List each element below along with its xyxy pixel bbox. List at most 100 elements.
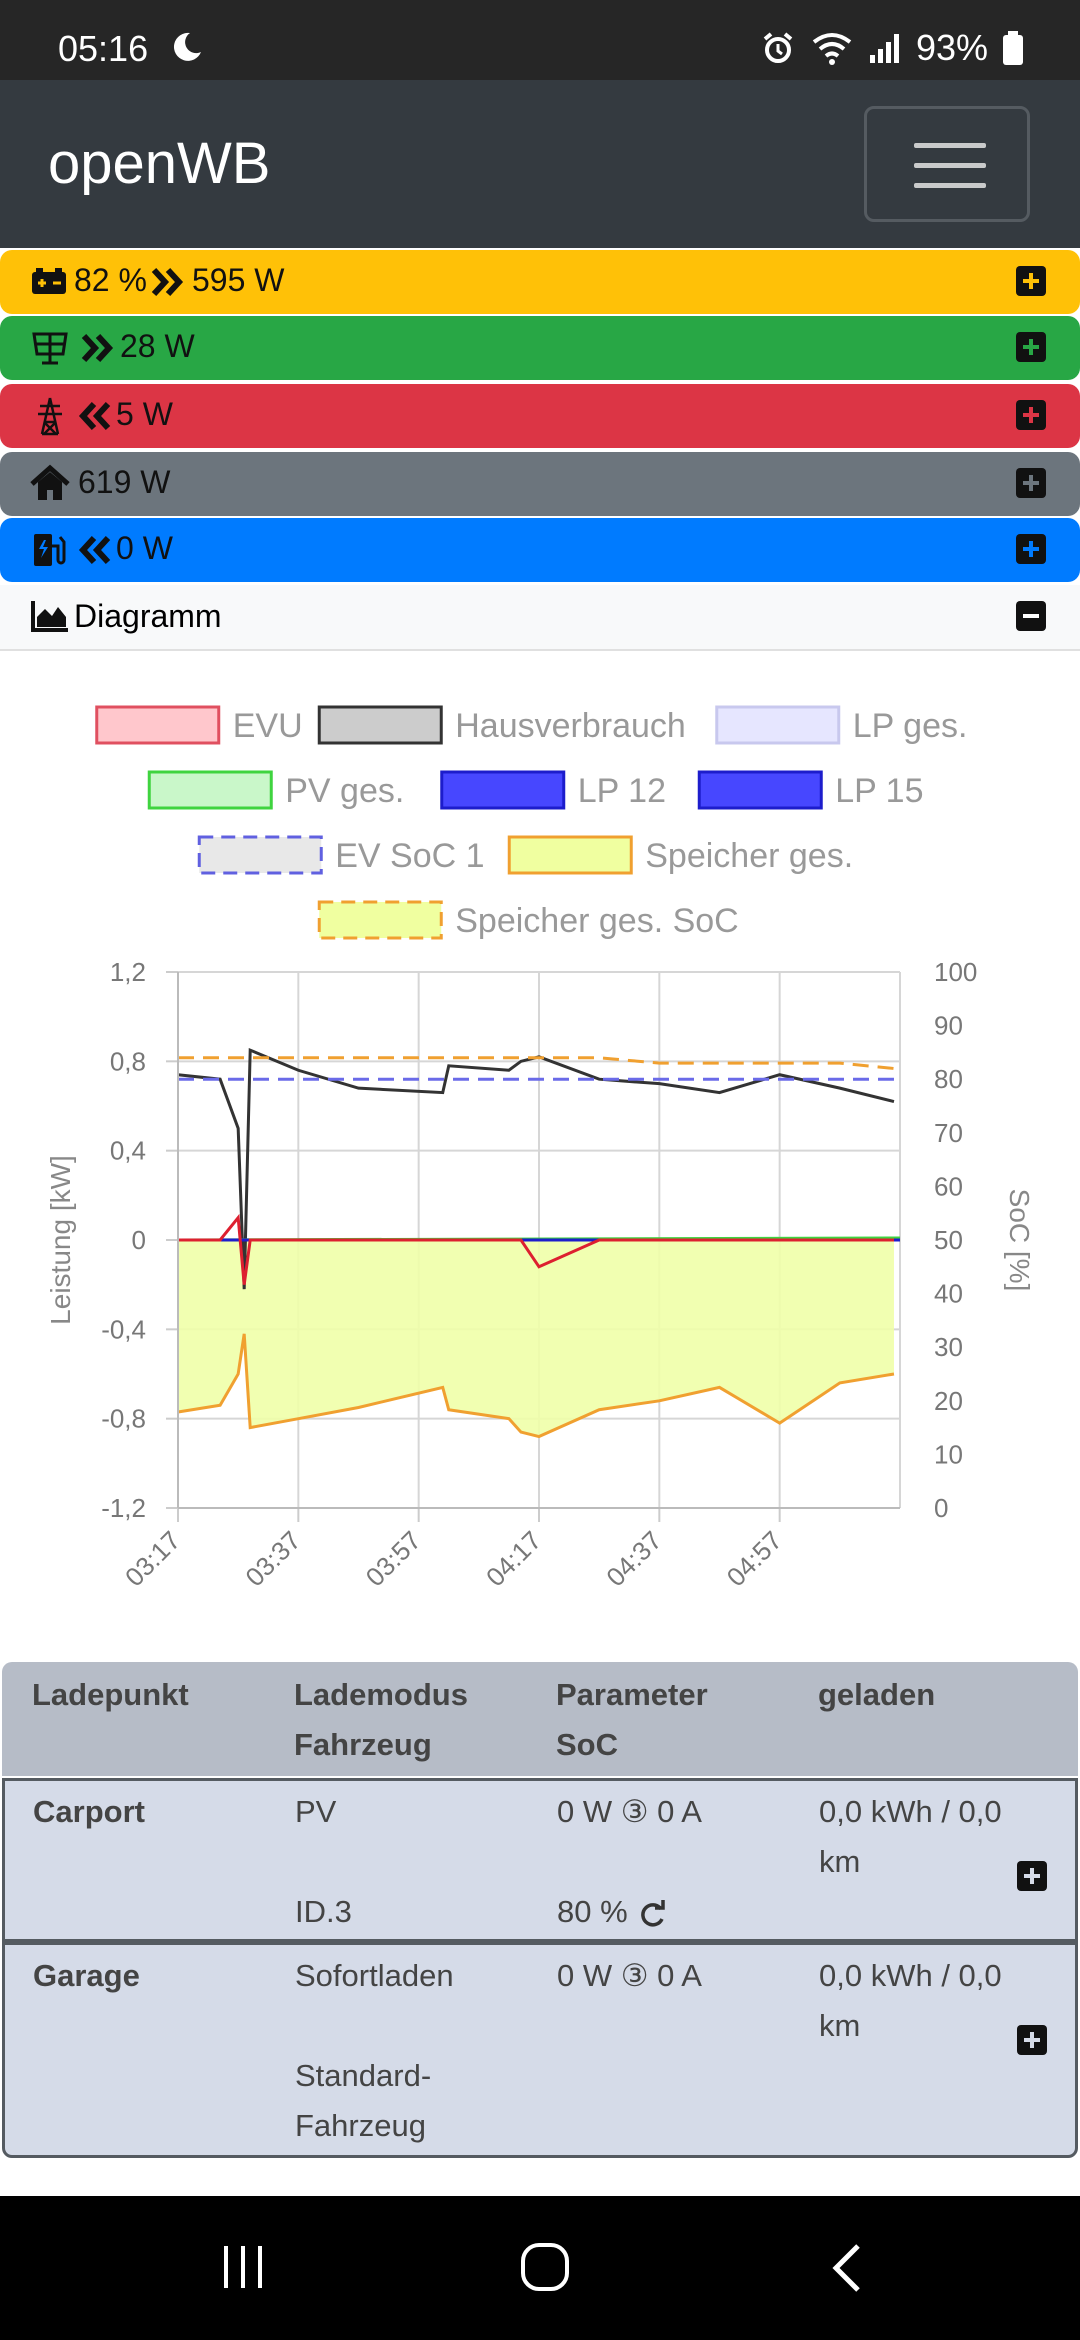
diagram-section-header[interactable]: Diagramm — [0, 585, 1080, 651]
signal-icon — [869, 34, 899, 63]
charge-mode: PV — [295, 1794, 337, 1829]
legend-swatch — [507, 835, 633, 875]
home-icon[interactable] — [518, 2240, 572, 2294]
series-speicher-soc-line — [178, 1056, 895, 1070]
legend-label: Speicher ges. — [645, 837, 853, 875]
expand-house-icon[interactable] — [1016, 468, 1046, 498]
charged-range-unit: km — [819, 2008, 861, 2043]
grid-summary-bar[interactable]: 5 W — [0, 384, 1080, 448]
legend-label: LP 12 — [578, 772, 666, 810]
area-chart-icon — [31, 601, 68, 632]
do-not-disturb-icon — [173, 32, 201, 61]
legend-label: EV SoC 1 — [335, 837, 484, 875]
table-header: Ladepunkt Lademodus Fahrzeug Parameter S… — [2, 1662, 1078, 1776]
y-tick-label: -1,2 — [101, 1493, 146, 1523]
chargepoint-name: Carport — [33, 1794, 145, 1829]
double-chevron-left-icon — [78, 401, 111, 431]
y2-tick-label: 50 — [934, 1225, 963, 1255]
y2-tick-label: 10 — [934, 1439, 963, 1469]
legend-swatch — [715, 705, 841, 745]
power-chart-svg: EVU Hausverbrauch LP ges. PV ges. LP 12 LP 15… — [45, 705, 1035, 1592]
status-time: 05:16 — [58, 28, 149, 69]
header-soc: SoC — [556, 1727, 618, 1762]
vehicle-name-line1: Standard- — [295, 2058, 432, 2093]
back-icon[interactable] — [828, 2242, 868, 2294]
battery-power-value: 595 W — [192, 262, 285, 298]
top-navbar: openWB — [0, 80, 1080, 248]
expand-carport-icon[interactable] — [1017, 1861, 1047, 1891]
y2-tick-label: 0 — [934, 1493, 948, 1523]
header-lademodus: Lademodus — [294, 1677, 468, 1712]
charged-amount: 0,0 kWh / 0,0 — [819, 1794, 1002, 1829]
legend-swatch — [95, 705, 221, 745]
legend-swatch — [697, 770, 823, 810]
legend-label: EVU — [233, 707, 303, 745]
series-speicher-area — [178, 1240, 894, 1437]
y-tick-label: 0,4 — [110, 1136, 146, 1166]
y2-tick-label: 60 — [934, 1171, 963, 1201]
menu-toggle-button[interactable] — [864, 106, 1030, 222]
y-tick-label: 1,2 — [110, 957, 146, 987]
y2-tick-label: 80 — [934, 1064, 963, 1094]
status-bar: 05:16 93% — [0, 0, 1080, 80]
refresh-soc-icon[interactable] — [637, 1899, 667, 1929]
alarm-icon — [763, 32, 793, 63]
vehicle-soc: 80 % — [557, 1894, 628, 1929]
charged-range-unit: km — [819, 1844, 861, 1879]
y2-tick-label: 70 — [934, 1118, 963, 1148]
power-chart: EVU Hausverbrauch LP ges. PV ges. LP 12 LP 15… — [0, 650, 1080, 1660]
legend-swatch — [440, 770, 566, 810]
y2-tick-label: 100 — [934, 957, 977, 987]
expand-battery-icon[interactable] — [1016, 266, 1046, 296]
diagram-label: Diagramm — [74, 598, 222, 634]
x-tick-label: 04:37 — [600, 1525, 667, 1592]
y-axis-title: Leistung [kW] — [45, 1155, 76, 1325]
charging-summary-bar[interactable]: 0 W — [0, 518, 1080, 582]
header-geladen: geladen — [818, 1677, 936, 1712]
vehicle-name: ID.3 — [295, 1894, 352, 1929]
charge-params: 0 W ③ 0 A — [557, 1958, 702, 1993]
legend-label: Hausverbrauch — [455, 707, 686, 745]
y2-tick-label: 40 — [934, 1279, 963, 1309]
power-pylon-icon — [38, 397, 62, 436]
expand-grid-icon[interactable] — [1016, 400, 1046, 430]
y-tick-label: 0,8 — [110, 1046, 146, 1076]
battery-car-icon — [32, 268, 66, 294]
recent-apps-icon[interactable] — [218, 2242, 268, 2292]
pv-summary-bar[interactable]: 28 W — [0, 316, 1080, 380]
expand-garage-icon[interactable] — [1017, 2025, 1047, 2055]
expand-pv-icon[interactable] — [1016, 332, 1046, 362]
charge-mode: Sofortladen — [295, 1958, 454, 1993]
wifi-icon — [812, 33, 852, 65]
table-row-carport[interactable]: Carport PV ID.3 0 W ③ 0 A 80 % 0,0 kWh /… — [2, 1778, 1078, 1942]
app-brand[interactable]: openWB — [48, 131, 271, 196]
expand-charging-icon[interactable] — [1016, 534, 1046, 564]
x-tick-label: 03:37 — [239, 1525, 306, 1592]
y2-tick-label: 20 — [934, 1386, 963, 1416]
x-tick-label: 03:57 — [360, 1525, 427, 1592]
collapse-diagram-icon[interactable] — [1016, 601, 1046, 631]
legend-swatch — [317, 900, 443, 940]
house-icon — [30, 464, 70, 500]
legend-swatch — [197, 835, 323, 875]
x-tick-label: 04:57 — [721, 1525, 788, 1592]
header-parameter: Parameter — [556, 1677, 708, 1712]
charged-amount: 0,0 kWh / 0,0 — [819, 1958, 1002, 1993]
y-tick-label: 0 — [132, 1225, 146, 1255]
x-tick-label: 04:17 — [480, 1525, 547, 1592]
pv-power-value: 28 W — [120, 328, 195, 364]
battery-icon — [1003, 31, 1023, 65]
charging-station-icon — [34, 534, 66, 566]
legend-swatch — [147, 770, 273, 810]
battery-summary-bar[interactable]: 82 % 595 W — [0, 250, 1080, 314]
battery-soc-value: 82 % — [74, 262, 147, 298]
solar-panel-icon — [32, 332, 68, 365]
y-tick-label: -0,4 — [101, 1314, 146, 1344]
table-row-garage[interactable]: Garage Sofortladen Standard- Fahrzeug 0 … — [2, 1942, 1078, 2158]
header-ladepunkt: Ladepunkt — [32, 1677, 189, 1712]
charging-power-value: 0 W — [116, 530, 173, 566]
y-tick-label: -0,8 — [101, 1404, 146, 1434]
house-summary-bar[interactable]: 619 W — [0, 452, 1080, 516]
y2-tick-label: 90 — [934, 1011, 963, 1041]
double-chevron-right-icon — [81, 333, 114, 363]
